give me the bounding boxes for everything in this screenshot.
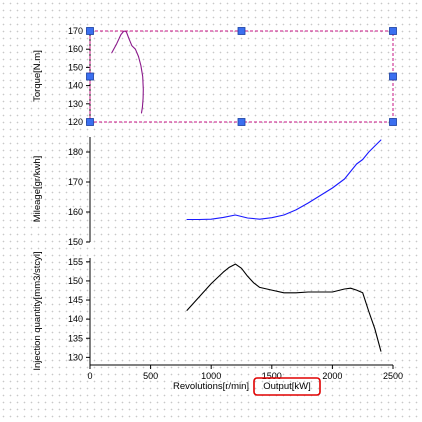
- resize-handle[interactable]: [237, 118, 246, 126]
- torque-y-tick-label: 160: [68, 44, 83, 54]
- mileage-y-tick-label: 180: [68, 147, 83, 157]
- injection-y-tick-label: 150: [68, 276, 83, 286]
- axis-tick-labels: 120 130 140 150 160 170 150 160 170 180 130 135 140 1…: [68, 26, 403, 381]
- torque-y-tick-label: 170: [68, 26, 83, 36]
- mileage-y-tick-label: 150: [68, 237, 83, 247]
- mileage-axis-title: Mileage[gr/kwh]: [32, 156, 43, 223]
- x-tick-label: 2500: [383, 371, 403, 381]
- injection-axis-title: Injection quantity[mm3/stcyl]: [32, 251, 43, 370]
- x-axis-title-revolutions: Revolutions[r/min]: [173, 381, 249, 392]
- x-tick-label: 0: [87, 371, 92, 381]
- torque-series-line: [111, 30, 144, 114]
- resize-handle[interactable]: [237, 27, 246, 35]
- mileage-series-line: [186, 139, 382, 221]
- mileage-y-tick-label: 160: [68, 207, 83, 217]
- selection-box[interactable]: [89, 30, 394, 123]
- x-tick-label: 1000: [201, 371, 221, 381]
- output-axis-highlight-box[interactable]: [253, 377, 321, 396]
- x-tick-label: 2000: [322, 371, 342, 381]
- resize-handle[interactable]: [389, 27, 397, 35]
- series-layer: [111, 30, 382, 352]
- injection-series-line: [186, 263, 382, 352]
- injection-y-tick-label: 140: [68, 314, 83, 324]
- injection-y-tick-label: 130: [68, 352, 83, 362]
- x-tick-label: 1500: [262, 371, 282, 381]
- injection-y-tick-label: 135: [68, 333, 83, 343]
- torque-y-tick-label: 120: [68, 117, 83, 127]
- resize-handle[interactable]: [86, 27, 94, 35]
- torque-y-tick-label: 130: [68, 99, 83, 109]
- torque-y-tick-label: 140: [68, 81, 83, 91]
- resize-handle[interactable]: [389, 72, 397, 81]
- resize-handle[interactable]: [389, 118, 397, 126]
- selection-handles[interactable]: [86, 27, 397, 126]
- mileage-y-tick-label: 170: [68, 177, 83, 187]
- injection-y-tick-label: 155: [68, 257, 83, 267]
- torque-y-tick-label: 150: [68, 62, 83, 72]
- resize-handle[interactable]: [86, 118, 94, 126]
- torque-axis-title: Torque[N.m]: [32, 50, 43, 102]
- axis-ticks: [86, 30, 394, 369]
- x-tick-label: 500: [143, 371, 158, 381]
- x-axis-title-output[interactable]: Output[kW]: [263, 381, 311, 392]
- injection-y-tick-label: 145: [68, 295, 83, 305]
- resize-handle[interactable]: [86, 72, 94, 81]
